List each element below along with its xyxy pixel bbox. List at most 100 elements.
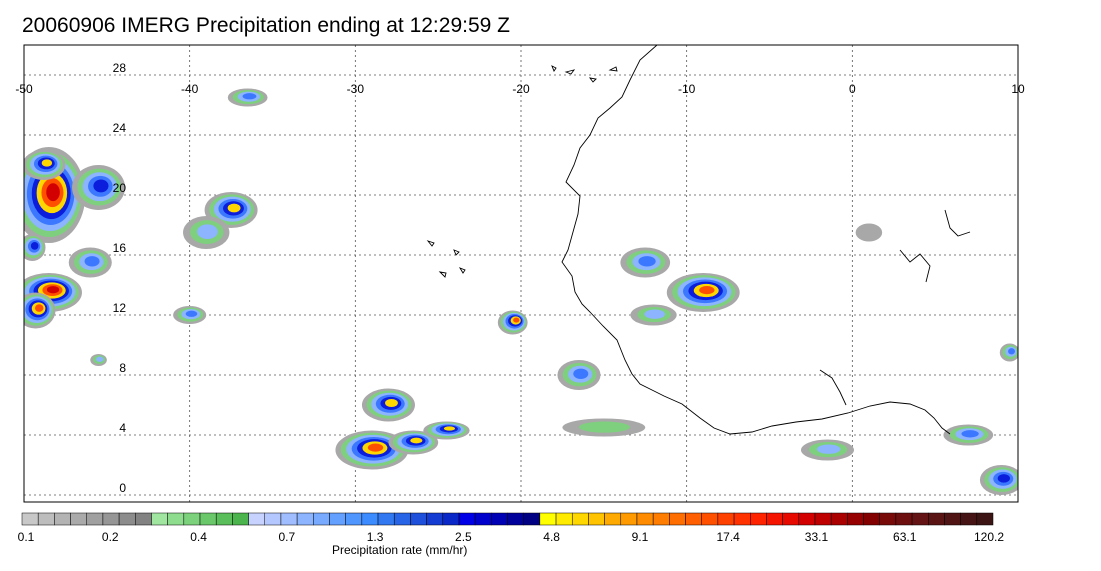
- rain-level-contour: [855, 223, 883, 242]
- rain-level-contour: [578, 421, 630, 433]
- lon-tick-label: -10: [678, 82, 696, 96]
- colorbar-swatch: [361, 512, 379, 526]
- rain-level-contour: [385, 399, 398, 407]
- lat-tick-label: 4: [119, 421, 126, 435]
- colorbar-swatch: [70, 512, 87, 526]
- colorbar-swatch: [507, 512, 524, 526]
- colorbar-swatch: [248, 512, 265, 526]
- rain-cell: [24, 150, 66, 180]
- colorbar-swatch: [377, 512, 395, 526]
- colorbar-swatch: [329, 512, 346, 526]
- colorbar-swatch: [782, 512, 800, 526]
- rain-level-contour: [84, 256, 100, 267]
- colorbar-swatch: [410, 512, 427, 526]
- precipitation-field: [24, 88, 1018, 495]
- colorbar-swatch: [766, 512, 783, 526]
- colorbar-tick-label: 1.3: [366, 530, 384, 544]
- lat-tick-label: 12: [113, 301, 127, 315]
- lon-tick-label: 0: [849, 82, 856, 96]
- colorbar-swatch: [167, 512, 185, 526]
- colorbar-swatch: [135, 512, 152, 526]
- lat-tick-label: 20: [113, 181, 127, 195]
- lon-tick-label: -30: [347, 82, 365, 96]
- colorbar-swatch: [54, 512, 71, 526]
- colorbar-title: Precipitation rate (mm/hr): [332, 543, 468, 557]
- colorbar-tick-label: 0.7: [278, 530, 296, 544]
- colorbar-swatch: [393, 512, 411, 526]
- colorbar-swatch: [717, 512, 735, 526]
- river-niger-shape: [819, 369, 847, 406]
- rain-level-contour: [638, 256, 656, 267]
- rain-level-contour: [410, 437, 423, 444]
- rain-cell: [979, 465, 1018, 495]
- rain-cell: [423, 421, 470, 440]
- colorbar-swatch: [960, 512, 978, 526]
- rain-level-contour: [242, 93, 257, 100]
- colorbar-swatch: [830, 512, 848, 526]
- colorbar-swatch: [151, 512, 168, 526]
- colorbar-swatch: [458, 512, 476, 526]
- colorbar-tick-label: 63.1: [893, 530, 917, 544]
- colorbar-swatch: [636, 512, 654, 526]
- rain-level-contour: [997, 474, 1010, 483]
- colorbar-tick-label: 33.1: [804, 530, 829, 544]
- rain-cell: [24, 234, 46, 261]
- rain-level-contour: [816, 444, 841, 454]
- canary-islands: [551, 65, 618, 83]
- colorbar-swatch: [442, 512, 460, 526]
- rain-level-contour: [227, 203, 241, 213]
- map-frame: [23, 44, 1019, 503]
- colorbar-swatch: [86, 512, 104, 526]
- lon-tick-label: 10: [1011, 82, 1025, 96]
- rain-level-contour: [699, 285, 715, 295]
- colorbar-tick-label: 9.1: [631, 530, 649, 544]
- lat-lon-grid: [24, 45, 1018, 502]
- colorbar-swatch: [847, 512, 864, 526]
- rain-cell: [388, 430, 439, 455]
- colorbar-swatch: [911, 512, 929, 526]
- rain-cell: [173, 306, 207, 324]
- rain-level-contour: [1008, 348, 1015, 355]
- colorbar-swatch: [280, 512, 298, 526]
- rain-cell: [361, 388, 415, 422]
- lat-tick-label: 16: [113, 241, 127, 255]
- lat-tick-label: 24: [113, 121, 127, 135]
- rain-cell: [855, 223, 883, 242]
- rain-cell: [630, 304, 677, 326]
- colorbar-tick-label: 0.2: [101, 530, 119, 544]
- rain-level-contour: [644, 309, 666, 319]
- rain-cell: [999, 343, 1018, 362]
- rain-cell: [68, 247, 112, 278]
- colorbar-swatch: [215, 512, 233, 526]
- colorbar-swatch: [652, 512, 670, 526]
- colorbar-swatch: [588, 512, 605, 526]
- colorbar-swatch: [669, 512, 686, 526]
- colorbar: [21, 512, 994, 526]
- colorbar-swatch: [944, 512, 961, 526]
- colorbar-swatch: [750, 512, 767, 526]
- rain-cell: [497, 310, 528, 335]
- rain-level-contour: [41, 159, 53, 167]
- africa-coastline: [561, 45, 951, 435]
- map-title: 20060906 IMERG Precipitation ending at 1…: [22, 14, 510, 37]
- colorbar-swatch: [555, 512, 573, 526]
- colorbar-swatch: [296, 512, 314, 526]
- rain-level-contour: [961, 430, 979, 438]
- rain-cell: [562, 418, 646, 437]
- colorbar-swatch: [199, 512, 217, 526]
- colorbar-swatch: [102, 512, 120, 526]
- wadi-outline: [944, 209, 971, 237]
- cape-verde-islands: [426, 240, 466, 278]
- rain-cell: [620, 247, 671, 278]
- rain-level-contour: [93, 179, 109, 193]
- colorbar-swatch: [604, 512, 622, 526]
- colorbar-swatch: [798, 512, 816, 526]
- colorbar-swatch: [928, 512, 945, 526]
- colorbar-tick-label: 0.4: [190, 530, 207, 544]
- map-background: [24, 45, 1018, 502]
- rain-level-contour: [30, 242, 39, 250]
- colorbar-swatch: [701, 512, 719, 526]
- rain-cell: [666, 273, 740, 312]
- rain-level-contour: [443, 426, 456, 431]
